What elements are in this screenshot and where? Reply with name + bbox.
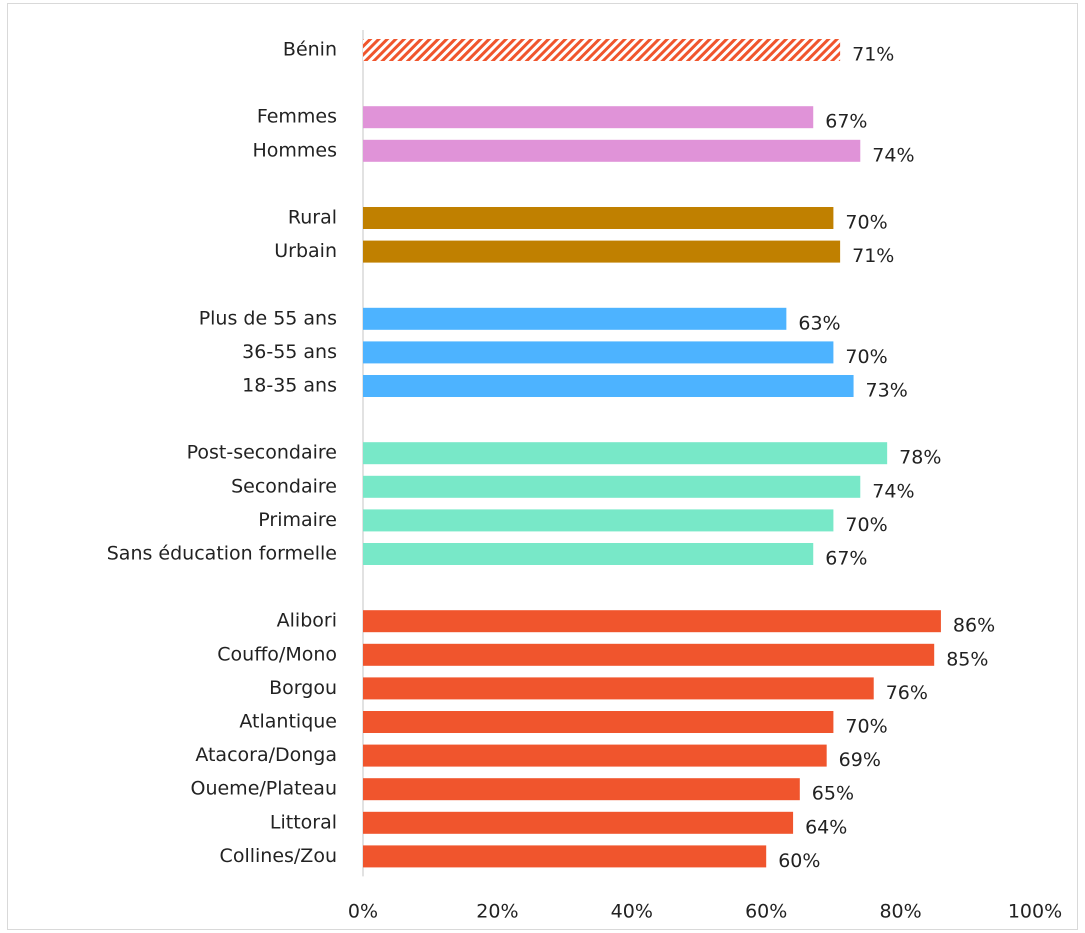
bar <box>363 139 861 162</box>
y-tick-label: Post-secondaire <box>187 442 337 464</box>
y-tick-label: Bénin <box>283 39 337 61</box>
value-label: 70% <box>845 514 887 536</box>
value-label: 63% <box>798 312 840 334</box>
y-tick-label: Couffo/Mono <box>217 643 337 665</box>
bar <box>363 643 935 666</box>
y-tick-label: Collines/Zou <box>220 845 337 867</box>
bar <box>363 442 888 465</box>
value-label: 67% <box>825 548 867 570</box>
bar <box>363 543 814 565</box>
value-label: 85% <box>946 648 988 670</box>
x-tick-label: 100% <box>1008 901 1062 923</box>
value-label: 65% <box>812 783 854 805</box>
value-label: 78% <box>899 447 941 469</box>
bar <box>363 778 800 801</box>
x-tick-label: 60% <box>745 901 787 923</box>
value-label: 71% <box>852 245 894 267</box>
value-label: 86% <box>953 615 995 637</box>
x-tick-label: 40% <box>611 901 653 923</box>
y-tick-label: 36-55 ans <box>242 341 337 363</box>
y-tick-label: Plus de 55 ans <box>199 307 337 329</box>
bar <box>363 475 861 498</box>
chart-border <box>7 3 1078 930</box>
y-tick-label: Oueme/Plateau <box>191 778 338 800</box>
bar <box>363 240 841 263</box>
value-label: 64% <box>805 816 847 838</box>
bar <box>363 509 834 532</box>
bar <box>363 744 827 767</box>
value-label: 70% <box>845 716 887 738</box>
value-label: 67% <box>825 111 867 133</box>
y-tick-label: Littoral <box>270 811 337 833</box>
value-label: 60% <box>778 850 820 872</box>
value-label: 71% <box>852 44 894 66</box>
bar <box>363 39 841 61</box>
y-tick-label: Rural <box>288 207 337 229</box>
value-label: 74% <box>872 480 914 502</box>
bar <box>363 307 787 330</box>
x-tick-label: 80% <box>879 901 921 923</box>
bar <box>363 207 834 229</box>
y-tick-label: Femmes <box>257 106 337 128</box>
y-tick-label: Atacora/Donga <box>195 744 337 766</box>
y-tick-label: Hommes <box>252 139 337 161</box>
y-tick-label: Sans éducation formelle <box>107 543 337 565</box>
y-tick-label: Alibori <box>277 610 337 632</box>
value-label: 73% <box>866 380 908 402</box>
value-label: 76% <box>886 682 928 704</box>
value-label: 74% <box>872 144 914 166</box>
y-tick-label: Primaire <box>258 509 337 531</box>
bar <box>363 610 941 633</box>
bar <box>363 677 874 700</box>
bar <box>363 711 834 733</box>
bar <box>363 811 794 834</box>
y-tick-label: Atlantique <box>239 711 337 733</box>
y-tick-label: 18-35 ans <box>242 375 337 397</box>
value-label: 69% <box>839 749 881 771</box>
value-label: 70% <box>845 346 887 368</box>
bar <box>363 106 814 129</box>
bar <box>363 375 854 397</box>
y-tick-label: Urbain <box>274 240 337 262</box>
value-label: 70% <box>845 212 887 234</box>
x-tick-label: 20% <box>476 901 518 923</box>
x-tick-label: 0% <box>348 901 378 923</box>
y-tick-label: Secondaire <box>231 475 337 497</box>
y-tick-label: Borgou <box>269 677 337 699</box>
bar <box>363 341 834 364</box>
bar <box>363 845 767 868</box>
